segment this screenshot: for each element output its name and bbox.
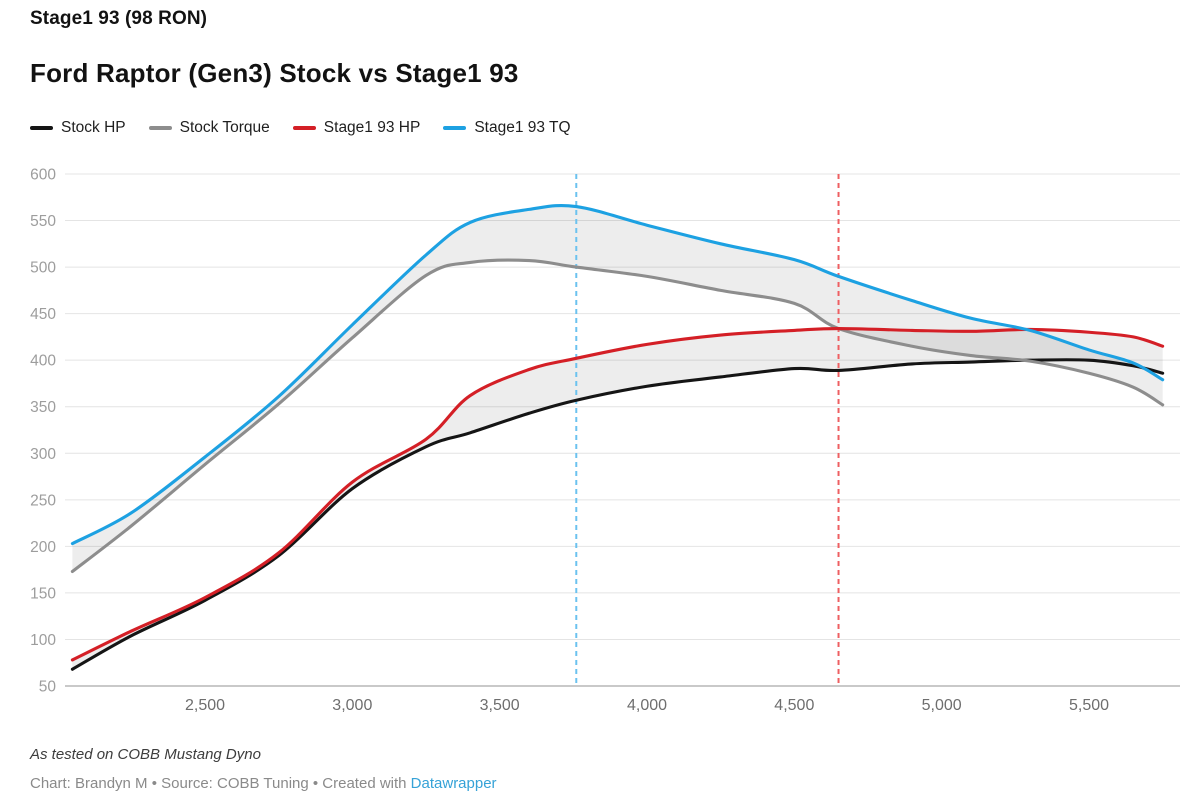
x-tick-label: 3,500 bbox=[480, 697, 520, 714]
y-tick-label: 250 bbox=[30, 492, 56, 509]
chart-kicker: Stage1 93 (98 RON) bbox=[30, 8, 208, 29]
legend-item-stage1-hp: Stage1 93 HP bbox=[292, 119, 421, 137]
legend-label: Stock HP bbox=[61, 119, 126, 136]
chart-note: As tested on COBB Mustang Dyno bbox=[30, 746, 261, 763]
legend-item-stock-hp: Stock HP bbox=[30, 119, 126, 137]
datawrapper-link[interactable]: Datawrapper bbox=[410, 775, 497, 792]
stock-torque-line-swatch-icon bbox=[148, 126, 172, 130]
stage1-hp-line-swatch-icon bbox=[292, 126, 316, 130]
chart-legend: Stock HP Stock Torque Stage1 93 HP Stage… bbox=[30, 119, 571, 137]
y-tick-label: 400 bbox=[30, 353, 56, 370]
x-tick-label: 2,500 bbox=[185, 697, 225, 714]
byline-text: Chart: Brandyn M • Source: COBB Tuning •… bbox=[30, 775, 411, 792]
legend-item-stock-torque: Stock Torque bbox=[148, 119, 270, 137]
x-tick-label: 4,500 bbox=[774, 697, 814, 714]
series-line-stock-torque bbox=[70, 258, 1165, 574]
x-tick-label: 5,500 bbox=[1069, 697, 1109, 714]
dyno-line-chart: 50 100 150 200 250 300 350 400 450 500 550 600 2,500… bbox=[30, 167, 1180, 714]
series-line-stock-hp bbox=[70, 358, 1165, 671]
chart-title: Ford Raptor (Gen3) Stock vs Stage1 93 bbox=[30, 58, 519, 88]
legend-label: Stage1 93 HP bbox=[323, 119, 421, 136]
y-tick-label: 50 bbox=[39, 679, 57, 696]
series-line-stage1-93-hp bbox=[70, 326, 1165, 662]
y-tick-label: 200 bbox=[30, 539, 56, 556]
legend-label: Stage1 93 TQ bbox=[474, 119, 571, 136]
stage1-tq-line-swatch-icon bbox=[443, 126, 467, 130]
y-tick-label: 300 bbox=[30, 446, 56, 463]
x-tick-label: 5,000 bbox=[922, 697, 962, 714]
y-tick-label: 350 bbox=[30, 399, 56, 416]
chart-byline: Chart: Brandyn M • Source: COBB Tuning •… bbox=[30, 775, 497, 792]
stock-hp-line-swatch-icon bbox=[30, 126, 53, 130]
y-tick-label: 150 bbox=[30, 585, 56, 602]
band-stage1-93-tq bbox=[72, 205, 1163, 572]
legend-label: Stock Torque bbox=[179, 119, 270, 136]
x-tick-label: 3,000 bbox=[332, 697, 372, 714]
y-tick-label: 450 bbox=[30, 306, 56, 323]
series-line-stage1-93-tq bbox=[70, 203, 1165, 546]
x-tick-label: 4,000 bbox=[627, 697, 667, 714]
legend-item-stage1-tq: Stage1 93 TQ bbox=[443, 119, 571, 137]
y-tick-label: 500 bbox=[30, 260, 56, 277]
y-tick-label: 100 bbox=[30, 632, 56, 649]
band-stage1-93-hp bbox=[72, 328, 1163, 670]
y-tick-label: 550 bbox=[30, 213, 56, 230]
y-tick-label: 600 bbox=[30, 167, 56, 184]
